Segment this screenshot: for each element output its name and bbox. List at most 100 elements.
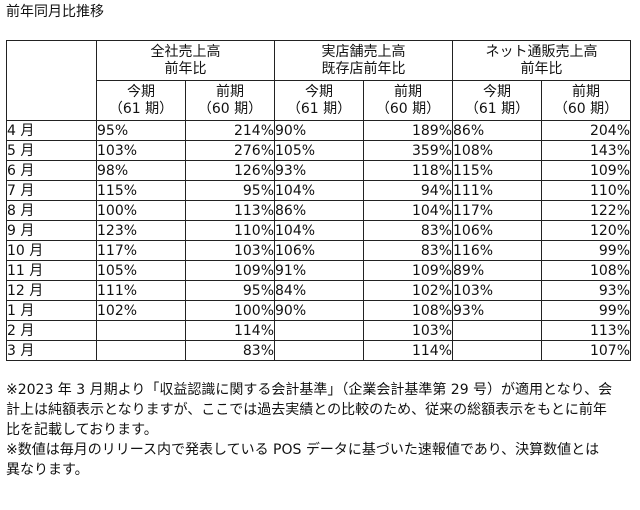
month-cell: 8 月 [6, 200, 97, 221]
group-sublabel: 既存店前年比 [321, 60, 406, 77]
current-period-value [452, 340, 542, 361]
note-line: ※数値は毎月のリリース内で発表している POS データに基づいた速報値であり、決… [6, 442, 600, 458]
previous-period-value: 107% [541, 340, 631, 361]
previous-period-value: 126% [185, 160, 275, 181]
month-cell: 5 月 [6, 140, 97, 161]
current-period-value: 86% [274, 200, 364, 221]
previous-period-value: 83% [185, 340, 275, 361]
current-period-value [274, 340, 364, 361]
current-period-value: 116% [452, 240, 542, 261]
current-period-value: 90% [274, 300, 364, 321]
table-row: 7 月 115% 95% 104% 94% 111% 110% [6, 180, 631, 201]
month-cell: 7 月 [6, 180, 97, 201]
period-header-current: 今期 （61 期） [274, 80, 364, 121]
current-period-value: 105% [274, 140, 364, 161]
period-term: （61 期） [286, 100, 352, 117]
note-pos-data: ※数値は毎月のリリース内で発表している POS データに基づいた速報値であり、決… [6, 440, 634, 480]
current-period-value: 95% [96, 120, 186, 141]
previous-period-value: 99% [541, 300, 631, 321]
previous-period-value: 114% [185, 320, 275, 341]
previous-period-value: 122% [541, 200, 631, 221]
month-cell: 11 月 [6, 260, 97, 281]
period-term: （61 期） [108, 100, 174, 117]
period-label: 前期 [572, 83, 600, 100]
period-label: 前期 [216, 83, 244, 100]
previous-period-value: 118% [363, 160, 453, 181]
page-title: 前年同月比推移 [6, 4, 104, 20]
previous-period-value: 83% [363, 240, 453, 261]
group-label: 実店舗売上高 [321, 43, 406, 60]
previous-period-value: 109% [185, 260, 275, 281]
group-sublabel: 前年比 [164, 60, 207, 77]
group-header-row: 全社売上高 前年比 実店舗売上高 既存店前年比 ネット通販売上高 前年比 [6, 40, 631, 121]
previous-period-value: 100% [185, 300, 275, 321]
previous-period-value: 359% [363, 140, 453, 161]
current-period-value: 123% [96, 220, 186, 241]
current-period-value: 117% [452, 200, 542, 221]
period-header-previous: 前期 （60 期） [541, 80, 631, 121]
current-period-value [452, 320, 542, 341]
current-period-value: 115% [96, 180, 186, 201]
previous-period-value: 99% [541, 240, 631, 261]
previous-period-value: 95% [185, 280, 275, 301]
yoy-sales-table: 全社売上高 前年比 実店舗売上高 既存店前年比 ネット通販売上高 前年比 今期（… [6, 40, 631, 361]
current-period-value: 103% [96, 140, 186, 161]
current-period-value: 84% [274, 280, 364, 301]
group-label: ネット通販売上高 [485, 43, 598, 60]
previous-period-value: 204% [541, 120, 631, 141]
previous-period-value: 276% [185, 140, 275, 161]
period-header-row: 今期 （61 期） 前期 （60 期） 今期 （61 期） 前期 （60 期） 今期 （6… [7, 80, 631, 121]
corner-cell [6, 40, 97, 121]
current-period-value: 98% [96, 160, 186, 181]
group-sublabel: 前年比 [520, 60, 563, 77]
current-period-value: 103% [452, 280, 542, 301]
current-period-value: 115% [452, 160, 542, 181]
note-accounting-standard: ※2023 年 3 月期より「収益認識に関する会計基準」（企業会計基準第 29 … [6, 380, 634, 440]
previous-period-value: 143% [541, 140, 631, 161]
period-label: 今期 [483, 83, 511, 100]
previous-period-value: 103% [363, 320, 453, 341]
previous-period-value: 110% [185, 220, 275, 241]
previous-period-value: 83% [363, 220, 453, 241]
period-header-current: 今期 （61 期） [452, 80, 542, 121]
period-header-previous: 前期 （60 期） [185, 80, 275, 121]
month-cell: 2 月 [6, 320, 97, 341]
current-period-value: 111% [452, 180, 542, 201]
month-cell: 10 月 [6, 240, 97, 261]
note-line: 計上は純額表示となりますが、ここでは過去実績との比較のため、従来の総額表示をもと… [6, 402, 607, 418]
current-period-value: 111% [96, 280, 186, 301]
previous-period-value: 109% [541, 160, 631, 181]
current-period-value: 93% [274, 160, 364, 181]
current-period-value: 106% [452, 220, 542, 241]
current-period-value: 93% [452, 300, 542, 321]
current-period-value: 106% [274, 240, 364, 261]
table-row: 11 月 105% 109% 91% 109% 89% 108% [6, 260, 631, 281]
month-cell: 4 月 [6, 120, 97, 141]
previous-period-value: 108% [363, 300, 453, 321]
period-term: （60 期） [375, 100, 441, 117]
previous-period-value: 94% [363, 180, 453, 201]
month-cell: 12 月 [6, 280, 97, 301]
current-period-value: 91% [274, 260, 364, 281]
previous-period-value: 189% [363, 120, 453, 141]
current-period-value: 117% [96, 240, 186, 261]
previous-period-value: 120% [541, 220, 631, 241]
table-row: 2 月 114% 103% 113% [6, 320, 631, 341]
current-period-value: 89% [452, 260, 542, 281]
current-period-value [274, 320, 364, 341]
month-cell: 3 月 [6, 340, 97, 361]
table-row: 8 月 100% 113% 86% 104% 117% 122% [6, 200, 631, 221]
group-header-store-sales: 実店舗売上高 既存店前年比 [274, 40, 453, 81]
previous-period-value: 113% [185, 200, 275, 221]
previous-period-value: 93% [541, 280, 631, 301]
table-row: 6 月 98% 126% 93% 118% 115% 109% [6, 160, 631, 181]
current-period-value [96, 320, 186, 341]
table-body: 4 月 95% 214% 90% 189% 86% 204% 5 月 103% 276% 105% 3… [6, 120, 631, 361]
previous-period-value: 110% [541, 180, 631, 201]
note-line: ※2023 年 3 月期より「収益認識に関する会計基準」（企業会計基準第 29 … [6, 382, 613, 398]
table-row: 10 月 117% 103% 106% 83% 116% 99% [6, 240, 631, 261]
period-header-current: 今期 （61 期） [96, 80, 186, 121]
period-label: 今期 [305, 83, 333, 100]
table-row: 4 月 95% 214% 90% 189% 86% 204% [6, 120, 631, 141]
period-label: 今期 [127, 83, 155, 100]
